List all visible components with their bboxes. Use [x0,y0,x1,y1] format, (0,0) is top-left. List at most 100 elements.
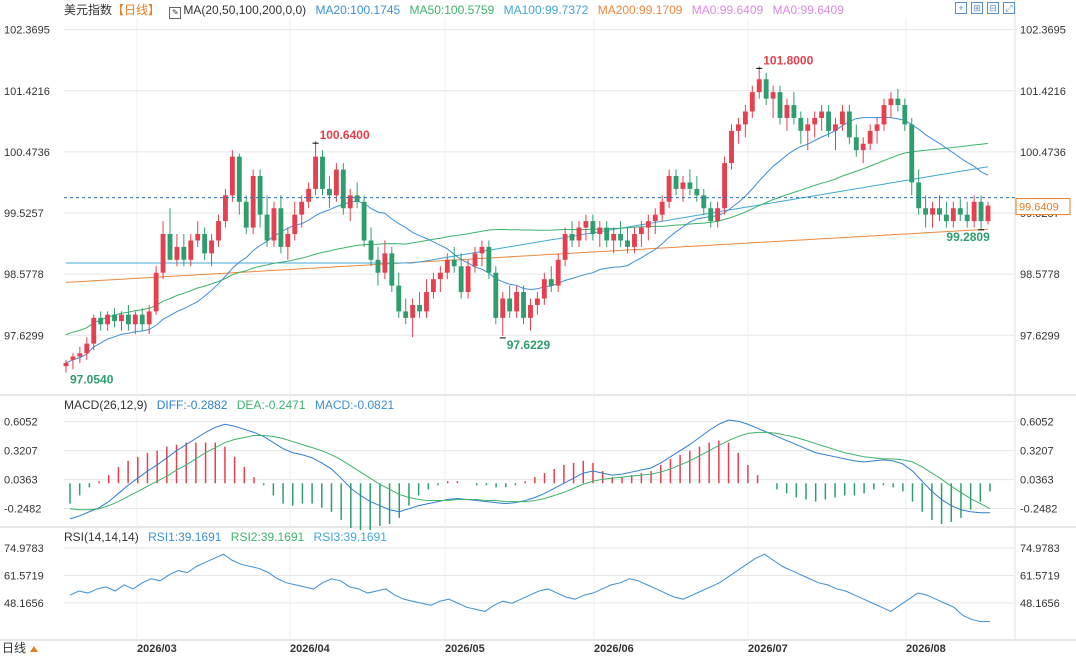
candle-body [722,163,727,209]
candle-body [333,169,339,196]
macd-dea: DEA:-0.2471 [236,398,306,412]
candle-body [763,79,769,99]
candle-body [943,214,949,222]
ma0-value-b: MA0:99.6409 [772,3,844,17]
candle-body [250,175,256,228]
ma200-value: MA200:99.1709 [597,3,683,17]
candle-body [160,234,166,273]
x-axis-label: 2026/07 [748,643,788,655]
candle-body [354,195,360,202]
candle-body [645,221,651,228]
candle-body [486,246,492,273]
fullscreen-icon[interactable]: ⤢ [1003,2,1015,14]
candle-body [444,259,450,273]
candle-body [742,111,748,125]
candle-body [146,311,152,325]
candle-body [881,105,887,125]
candle-body [604,227,610,241]
zoom-in-icon[interactable]: ⊞ [971,2,983,14]
candle-body [472,253,478,267]
candle-body [638,227,644,235]
crosshair-icon[interactable]: + [955,2,967,14]
candle-body [229,156,235,196]
candle-body [784,105,790,118]
candle-body [105,314,111,325]
ma20-line [65,116,989,364]
rsi2-value: RSI2:39.1691 [230,530,305,544]
candle-body [98,317,104,325]
rsi3-value: RSI3:39.1691 [313,530,387,544]
macd-macd: MACD:-0.0821 [314,398,395,412]
instrument-title: 美元指数 [64,3,113,17]
candle-body [895,98,901,106]
candle-body [680,182,686,189]
candle-body [195,234,201,241]
candle-body [930,208,935,215]
candle-body [618,234,624,241]
candle-body [417,304,422,312]
candle-body [673,175,679,189]
candle-body [299,201,305,215]
candle-body [985,205,991,222]
macd-diff: DIFF:-0.2882 [156,398,228,412]
candle-body [521,292,526,318]
candle-body [819,111,825,118]
rsi-tick-left: 74.9783 [4,543,44,555]
candle-body [701,195,707,209]
price-tick-right: 100.4736 [1020,147,1066,159]
candle-body [125,314,131,325]
rsi-tick-right: 61.5719 [1020,571,1060,583]
candle-body [749,92,755,112]
ma-settings-icon[interactable]: ✎ [169,7,182,19]
candle-body [853,137,859,151]
macd-tick-right: 0.3207 [1020,446,1054,458]
candle-body [812,117,818,125]
main-chart-header: 美元指数【日线】 ✎ MA(20,50,100,200,0,0) MA20:100… [64,2,850,19]
candle-body [375,259,381,273]
candle-body [465,266,471,293]
candle-body [236,156,242,202]
ma100-line [66,166,989,264]
candle-body [694,188,700,196]
candle-body [971,201,977,222]
ma200-line [65,228,989,283]
candle-body [687,182,693,189]
x-axis-label: 2026/08 [906,643,946,655]
zoom-out-icon[interactable]: ⊟ [987,2,999,14]
candle-body [202,234,208,254]
candle-body [652,214,658,222]
candle-body [119,314,124,322]
candle-body [541,279,547,299]
candle-body [937,208,942,215]
macd-tick-right: 0.6052 [1020,417,1054,429]
candle-body [361,201,367,241]
candle-body [860,143,866,151]
candle-body [528,304,533,318]
period-label[interactable]: 【日线】 [112,3,161,17]
candle-body [139,314,145,325]
candle-body [181,246,187,260]
period-switch-button[interactable]: 日线 [2,640,39,656]
candle-body [264,214,270,241]
candle-body [410,304,416,318]
candle-body [964,214,970,222]
candle-body [805,124,811,131]
macd-tick-left: -0.2482 [4,504,41,516]
x-axis-label: 2026/06 [594,643,634,655]
rsi-header: RSI(14,14,14) RSI1:39.1691 RSI2:39.1691 … [64,529,393,545]
ma50-value: MA50:100.5759 [409,3,495,17]
macd-tick-left: 0.0363 [4,475,38,487]
candle-body [902,105,908,125]
candle-body [223,195,228,222]
candle-body [403,311,409,318]
candle-body [347,195,353,209]
candle-body [715,208,721,222]
candle-body [153,272,159,312]
candle-body [507,298,513,312]
candle-body [320,156,325,189]
price-tick-left: 98.5778 [4,269,44,281]
annotation-high: 101.8000 [763,53,813,67]
candle-body [729,130,734,164]
macd-header: MACD(26,12,9) DIFF:-0.2882 DEA:-0.2471 M… [64,397,400,413]
